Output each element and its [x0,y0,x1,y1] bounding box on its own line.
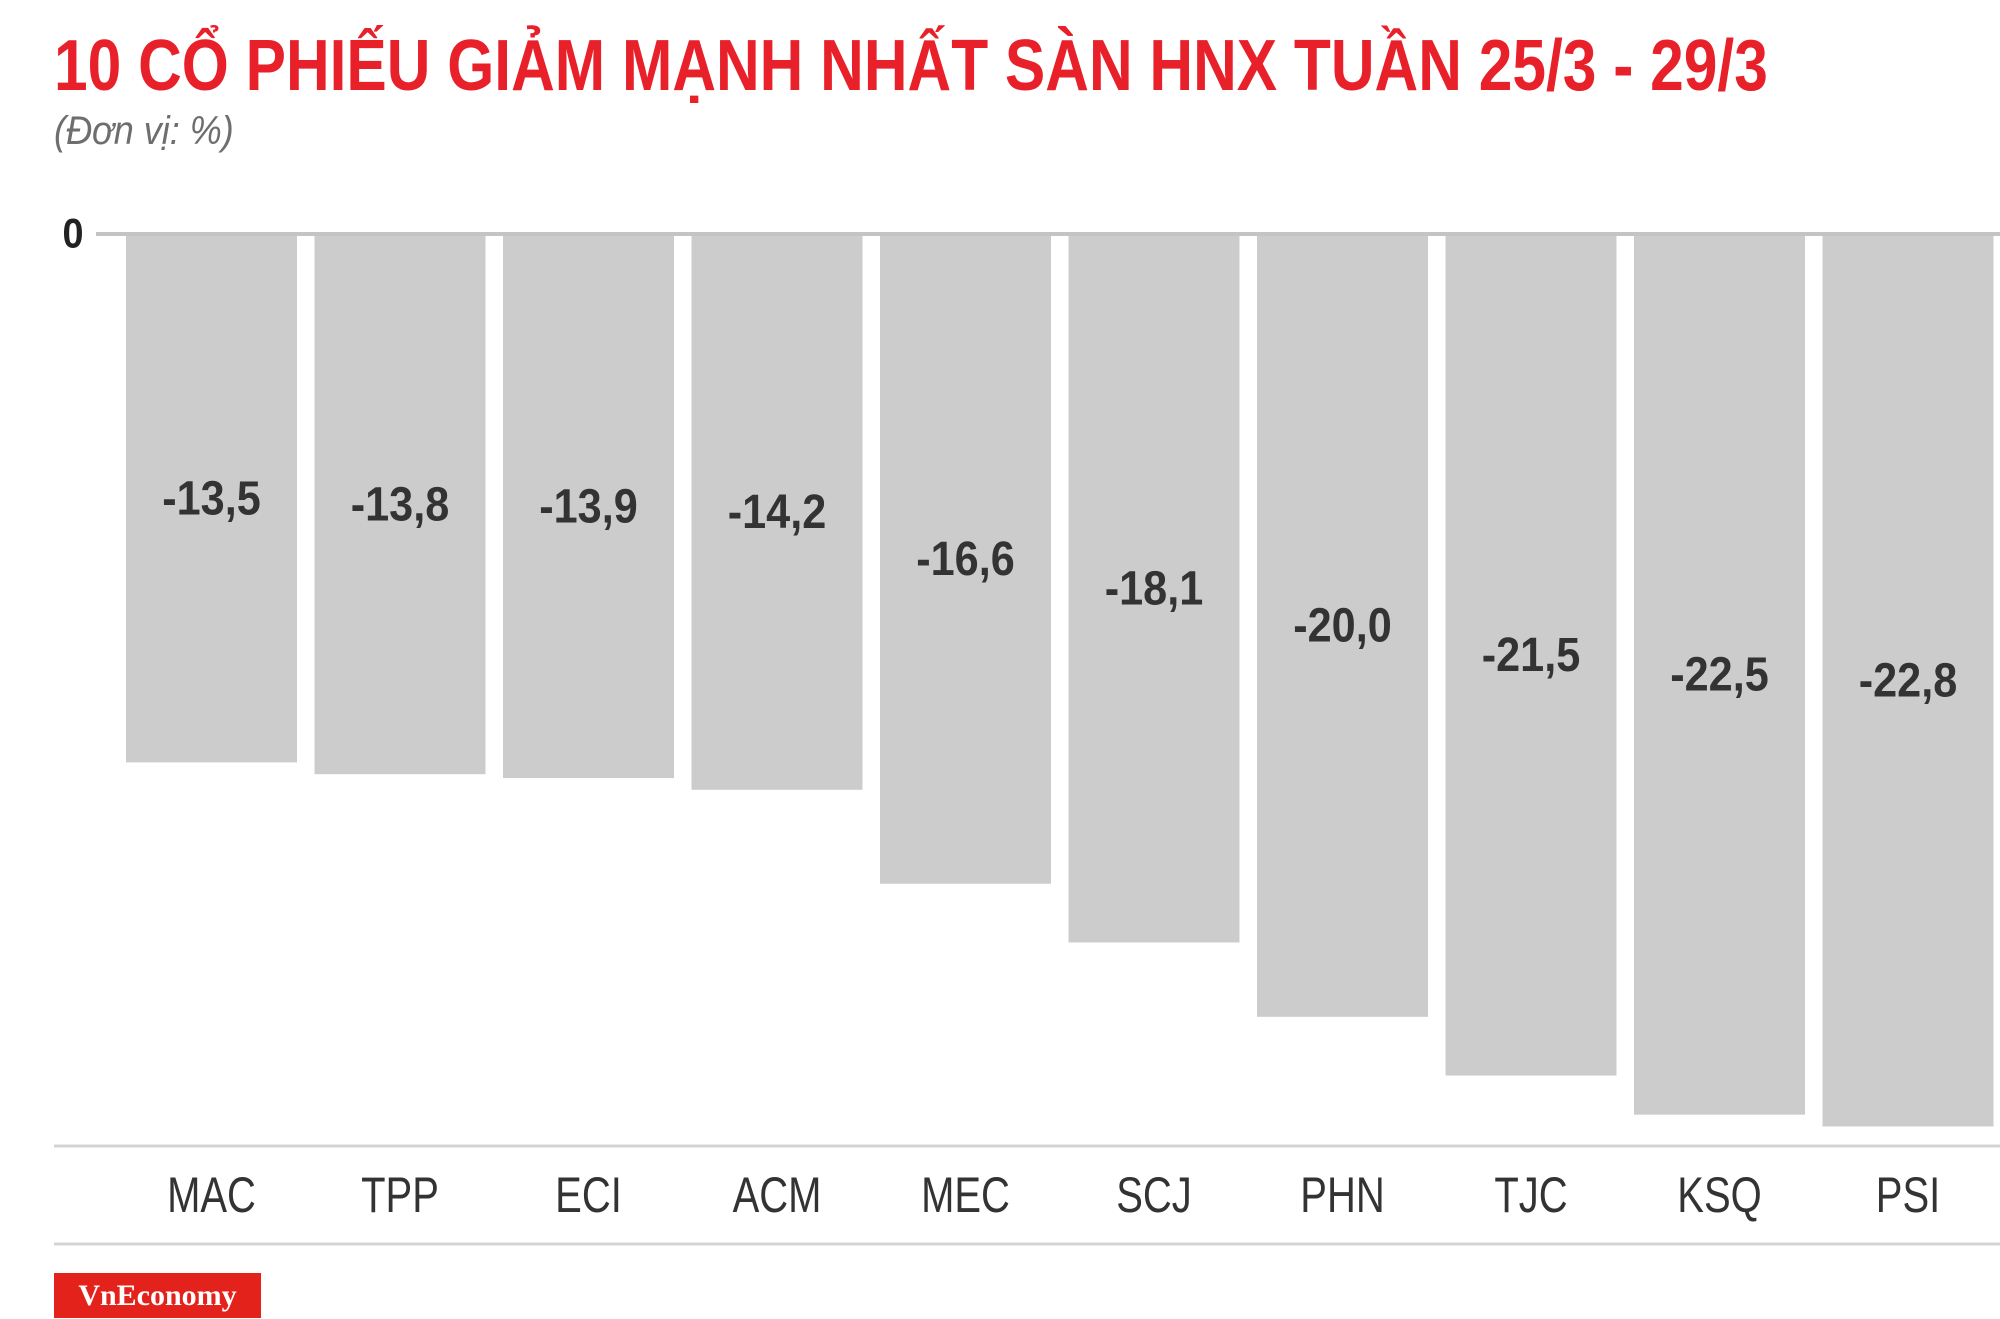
data-label-mac: -13,5 [162,471,260,525]
category-label-scj: SCJ [1116,1167,1192,1223]
data-label-psi: -22,8 [1859,653,1957,707]
category-label-eci: ECI [555,1167,622,1223]
category-label-psi: PSI [1876,1167,1940,1223]
bar-mac [126,234,297,763]
logo-text: VnEconomy [78,1279,237,1312]
data-label-acm: -14,2 [728,485,826,539]
data-label-tjc: -21,5 [1482,628,1580,682]
bar-series [126,234,1994,1127]
chart-title: 10 CỔ PHIẾU GIẢM MẠNH NHẤT SÀN HNX TUẦN … [54,26,1768,106]
y-tick-label-0: 0 [62,211,83,257]
bar-psi [1822,234,1994,1127]
bar-mec [880,234,1051,884]
category-label-acm: ACM [733,1167,822,1223]
data-label-mec: -16,6 [916,532,1014,586]
bar-eci [503,234,674,779]
category-label-mac: MAC [167,1167,256,1223]
bar-phn [1257,234,1428,1017]
category-label-tjc: TJC [1494,1167,1567,1223]
bar-ksq [1634,234,1805,1115]
bar-acm [691,234,863,790]
data-label-eci: -13,9 [539,479,637,533]
vneconomy-logo: VnEconomy [54,1273,261,1318]
data-labels: -13,5 -13,8 -13,9 -14,2 -16,6 -18,1 -20,0 -21,5… [162,471,1957,707]
category-labels: MAC TPP ECI ACM MEC SCJ PHN TJC KSQ PSI [167,1167,1940,1223]
data-label-scj: -18,1 [1105,561,1203,615]
category-label-phn: PHN [1300,1167,1384,1223]
data-label-ksq: -22,5 [1670,648,1768,702]
category-label-mec: MEC [921,1167,1010,1223]
bar-tjc [1445,234,1617,1076]
category-label-tpp: TPP [361,1167,439,1223]
category-label-ksq: KSQ [1677,1167,1761,1223]
chart-unit-subtitle: (Đơn vị: %) [54,109,234,153]
bar-scj [1068,234,1240,943]
data-label-tpp: -13,8 [351,477,449,531]
bar-tpp [314,234,486,775]
data-label-phn: -20,0 [1293,599,1391,653]
